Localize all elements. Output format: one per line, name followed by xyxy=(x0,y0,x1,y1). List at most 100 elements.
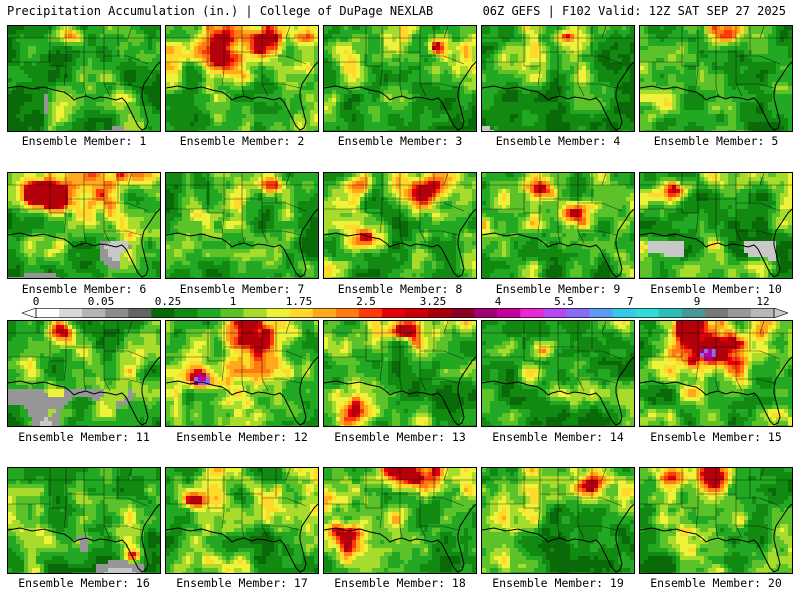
state-border xyxy=(537,173,541,234)
state-border xyxy=(537,26,541,87)
colorbar-tick-label: 1 xyxy=(230,296,237,308)
ensemble-member-label: Ensemble Member: 7 xyxy=(162,282,322,296)
coastline xyxy=(324,503,476,573)
precipitation-field xyxy=(482,26,634,131)
state-border xyxy=(695,173,699,234)
ensemble-member-map xyxy=(481,25,635,132)
state-border xyxy=(399,321,403,392)
colorbar-segment xyxy=(174,308,198,318)
colorbar-segment xyxy=(750,308,775,318)
state-border xyxy=(104,350,149,360)
state-border xyxy=(537,468,541,529)
colorbar-segment xyxy=(566,308,590,318)
state-border xyxy=(262,525,301,531)
state-border xyxy=(420,83,459,89)
colorbar-left-arrow xyxy=(22,308,37,318)
ensemble-member-map xyxy=(639,467,793,574)
coastline xyxy=(482,61,634,131)
colorbar-segment xyxy=(589,308,614,318)
state-border xyxy=(736,55,781,65)
colorbar-segment xyxy=(151,308,175,318)
coastline xyxy=(166,356,318,426)
state-border xyxy=(83,468,87,539)
colorbar-outline xyxy=(35,308,775,318)
precipitation-field xyxy=(8,26,160,131)
colorbar-right-arrow xyxy=(773,308,788,318)
state-border xyxy=(759,321,765,334)
coastline xyxy=(324,61,476,131)
colorbar-tick-label: 0.05 xyxy=(88,296,115,308)
colorbar-tick-label: 4 xyxy=(495,296,502,308)
colorbar-segment xyxy=(36,308,60,318)
state-border xyxy=(537,321,541,382)
ensemble-member-map xyxy=(639,172,793,279)
state-border xyxy=(695,26,699,87)
state-border xyxy=(420,350,465,360)
colorbar-segment xyxy=(128,308,152,318)
state-border xyxy=(241,173,245,244)
ensemble-member-map xyxy=(323,172,477,279)
colorbar-segment xyxy=(335,308,360,318)
ensemble-member-label: Ensemble Member: 18 xyxy=(320,576,480,590)
colorbar-segment xyxy=(497,308,521,318)
state-border xyxy=(715,321,719,392)
coastline xyxy=(8,208,160,278)
ensemble-member-map xyxy=(481,467,635,574)
precipitation-field xyxy=(324,173,476,278)
state-border xyxy=(104,202,149,212)
state-border xyxy=(104,525,143,531)
colorbar-segment xyxy=(266,308,291,318)
colorbar-segment xyxy=(289,308,314,318)
colorbar-segment xyxy=(612,308,637,318)
coastline xyxy=(640,208,792,278)
state-border xyxy=(695,468,699,529)
model-run-info: 06Z GEFS | F102 Valid: 12Z SAT SEP 27 20… xyxy=(483,4,786,18)
ensemble-member-label: Ensemble Member: 14 xyxy=(478,430,638,444)
state-border xyxy=(63,173,67,234)
coastline xyxy=(166,208,318,278)
ensemble-member-label: Ensemble Member: 12 xyxy=(162,430,322,444)
state-border xyxy=(578,525,617,531)
state-border xyxy=(379,173,383,234)
state-border xyxy=(104,497,149,507)
state-border xyxy=(127,321,133,334)
colorbar-segment xyxy=(243,308,268,318)
state-border xyxy=(262,83,301,89)
colorbar-tick-label: 0 xyxy=(33,296,40,308)
state-border xyxy=(104,55,149,65)
precipitation-field xyxy=(640,321,792,426)
ensemble-member-label: Ensemble Member: 16 xyxy=(4,576,164,590)
state-border xyxy=(443,468,449,481)
state-border xyxy=(104,83,143,89)
coastline xyxy=(482,208,634,278)
state-border xyxy=(420,525,459,531)
state-border xyxy=(578,378,617,384)
state-border xyxy=(262,350,307,360)
coastline xyxy=(324,208,476,278)
precipitation-field xyxy=(166,468,318,573)
colorbar-segment xyxy=(727,308,752,318)
ensemble-member-label: Ensemble Member: 5 xyxy=(636,134,796,148)
coastline xyxy=(8,61,160,131)
colorbar-segment xyxy=(220,308,245,318)
state-border xyxy=(736,83,775,89)
precipitation-colorbar xyxy=(22,308,788,318)
state-border xyxy=(262,230,301,236)
ensemble-member-map xyxy=(481,172,635,279)
coastline xyxy=(8,503,160,573)
ensemble-member-map xyxy=(639,25,793,132)
state-border xyxy=(63,26,67,87)
state-border xyxy=(759,173,765,186)
colorbar-tick-label: 7 xyxy=(627,296,634,308)
ensemble-member-map xyxy=(481,320,635,427)
precipitation-field xyxy=(482,173,634,278)
colorbar-segment xyxy=(520,308,544,318)
state-border xyxy=(241,468,245,539)
state-border xyxy=(104,378,143,384)
colorbar-segment xyxy=(658,308,683,318)
colorbar-segment xyxy=(312,308,337,318)
precipitation-field xyxy=(166,26,318,131)
coastline xyxy=(324,356,476,426)
colorbar-segment xyxy=(681,308,706,318)
state-border xyxy=(736,497,781,507)
